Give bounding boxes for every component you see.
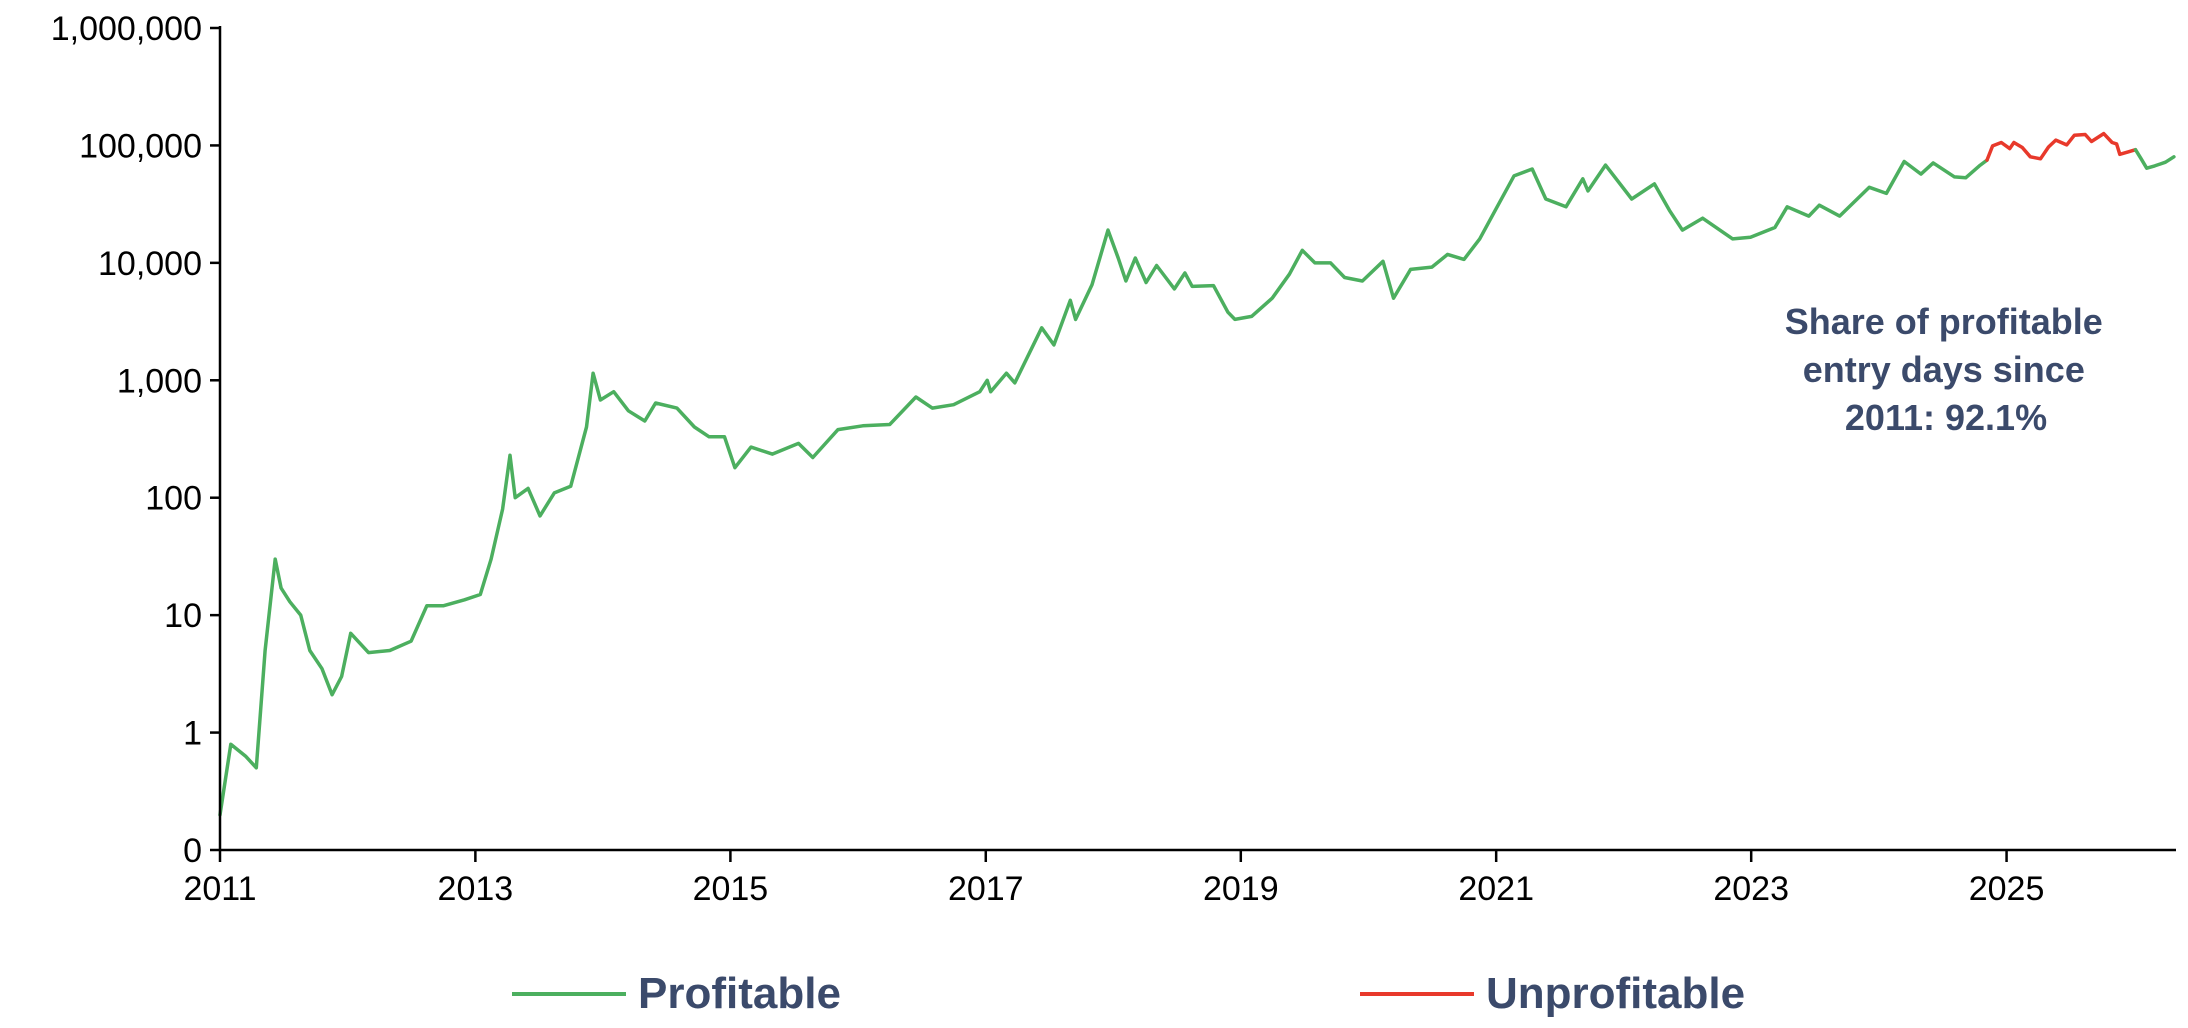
series-line-1 [1985,131,2138,162]
annotation-line: Share of profitable [1785,301,2103,342]
y-axis: 0 1 10 100 1,000 10,000 100,000 1,000,000 [51,10,220,870]
legend-label-unprofitable: Unprofitable [1486,969,1745,1018]
x-tick-label: 2023 [1713,870,1789,908]
y-tick-label: 100 [145,480,202,518]
legend-item-profitable: Profitable [512,969,841,1018]
y-tick-label: 1,000 [117,362,202,400]
legend-label-profitable: Profitable [638,969,841,1018]
y-tick-label: 10 [164,597,202,635]
x-axis: 2011 2013 2015 2017 2019 2021 2023 2025 [183,850,2044,908]
x-tick-label: 2017 [948,870,1024,908]
x-tick-label: 2011 [183,870,256,908]
y-tick-label: 1 [183,715,202,753]
plot-lines [218,131,2176,817]
series-line-2 [2133,147,2176,170]
x-tick-label: 2019 [1203,870,1279,908]
legend: Profitable Unprofitable [512,969,1745,1018]
series-line-0 [218,158,1989,817]
y-tick-label: 0 [183,832,202,870]
legend-item-unprofitable: Unprofitable [1360,969,1745,1018]
annotation-line: entry days since [1803,349,2085,390]
y-tick-label: 1,000,000 [51,10,202,48]
annotation-line: 2011: 92.1% [1845,397,2047,438]
x-tick-label: 2015 [693,870,769,908]
y-tick-label: 10,000 [98,245,202,283]
x-tick-label: 2025 [1969,870,2045,908]
y-tick-label: 100,000 [79,127,202,165]
annotation: Share of profitable entry days since 201… [1785,301,2108,438]
x-tick-label: 2021 [1458,870,1534,908]
x-tick-label: 2013 [438,870,514,908]
